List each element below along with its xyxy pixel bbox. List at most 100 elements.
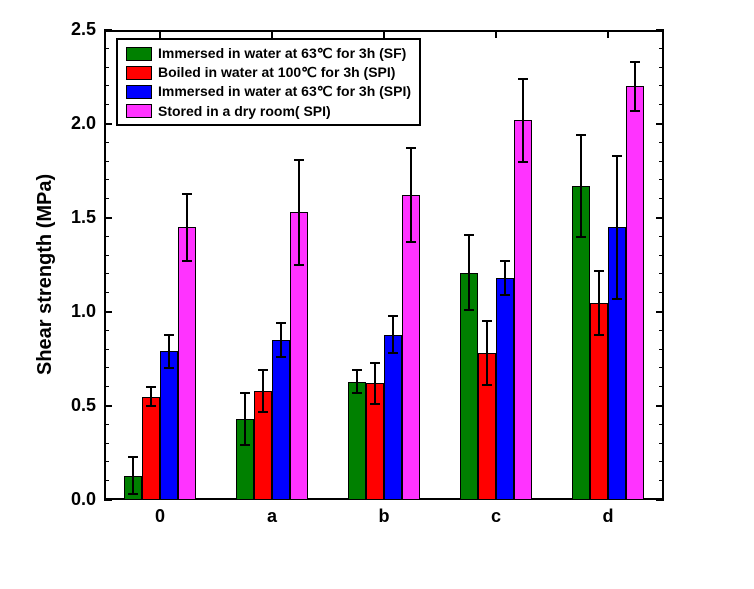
error-cap bbox=[164, 334, 174, 336]
y-tick-major bbox=[656, 217, 664, 219]
error-cap bbox=[146, 405, 156, 407]
error-bar bbox=[392, 316, 394, 354]
y-tick-label: 0.0 bbox=[71, 489, 96, 510]
y-tick-major bbox=[104, 405, 112, 407]
error-cap bbox=[388, 315, 398, 317]
error-cap bbox=[500, 260, 510, 262]
x-tick bbox=[607, 30, 609, 38]
error-cap bbox=[258, 369, 268, 371]
y-tick-minor bbox=[659, 161, 664, 162]
error-cap bbox=[406, 147, 416, 149]
y-tick-label: 1.5 bbox=[71, 207, 96, 228]
error-bar bbox=[486, 321, 488, 385]
x-tick bbox=[495, 30, 497, 38]
y-tick-minor bbox=[104, 104, 109, 105]
error-bar bbox=[580, 135, 582, 237]
error-cap bbox=[630, 110, 640, 112]
bar bbox=[160, 351, 178, 500]
error-bar bbox=[598, 271, 600, 335]
bar bbox=[348, 382, 366, 500]
x-tick bbox=[495, 492, 497, 500]
legend-swatch bbox=[126, 47, 152, 61]
legend-item: Immersed in water at 63℃ for 3h (SPI) bbox=[126, 82, 411, 101]
y-tick-minor bbox=[104, 67, 109, 68]
x-tick bbox=[607, 492, 609, 500]
error-bar bbox=[616, 156, 618, 299]
y-tick-minor bbox=[104, 48, 109, 49]
error-cap bbox=[594, 334, 604, 336]
y-tick-minor bbox=[104, 161, 109, 162]
error-bar bbox=[132, 457, 134, 495]
y-tick-minor bbox=[104, 255, 109, 256]
y-tick-minor bbox=[104, 198, 109, 199]
x-tick bbox=[159, 30, 161, 38]
y-tick-minor bbox=[104, 424, 109, 425]
error-cap bbox=[630, 61, 640, 63]
error-bar bbox=[504, 261, 506, 295]
y-tick-minor bbox=[659, 236, 664, 237]
error-cap bbox=[352, 392, 362, 394]
error-cap bbox=[500, 294, 510, 296]
error-cap bbox=[164, 367, 174, 369]
y-tick-major bbox=[656, 123, 664, 125]
right-axis bbox=[662, 30, 664, 500]
bar bbox=[514, 120, 532, 500]
error-cap bbox=[464, 234, 474, 236]
y-tick-minor bbox=[104, 142, 109, 143]
error-cap bbox=[352, 369, 362, 371]
error-bar bbox=[262, 370, 264, 411]
legend-label: Immersed in water at 63℃ for 3h (SPI) bbox=[158, 83, 411, 100]
y-tick-minor bbox=[659, 330, 664, 331]
y-tick-minor bbox=[659, 367, 664, 368]
x-tick bbox=[271, 492, 273, 500]
y-tick-minor bbox=[659, 67, 664, 68]
error-cap bbox=[128, 493, 138, 495]
y-tick-label: 2.5 bbox=[71, 19, 96, 40]
y-tick-minor bbox=[104, 292, 109, 293]
error-cap bbox=[576, 236, 586, 238]
error-cap bbox=[294, 159, 304, 161]
y-tick-minor bbox=[659, 104, 664, 105]
y-tick-minor bbox=[659, 142, 664, 143]
y-tick-minor bbox=[659, 255, 664, 256]
y-tick-label: 0.5 bbox=[71, 395, 96, 416]
y-tick-label: 2.0 bbox=[71, 113, 96, 134]
y-tick-major bbox=[656, 499, 664, 501]
error-bar bbox=[150, 387, 152, 406]
y-tick-label: 1.0 bbox=[71, 301, 96, 322]
y-tick-major bbox=[104, 217, 112, 219]
error-cap bbox=[370, 403, 380, 405]
x-tick-label: b bbox=[364, 506, 404, 527]
error-cap bbox=[182, 260, 192, 262]
y-tick-major bbox=[656, 405, 664, 407]
bar bbox=[496, 278, 514, 500]
y-tick-minor bbox=[104, 85, 109, 86]
y-tick-minor bbox=[659, 198, 664, 199]
error-cap bbox=[482, 384, 492, 386]
error-cap bbox=[258, 411, 268, 413]
y-tick-minor bbox=[659, 85, 664, 86]
error-cap bbox=[576, 134, 586, 136]
error-bar bbox=[244, 393, 246, 446]
error-bar bbox=[298, 160, 300, 265]
legend-swatch bbox=[126, 104, 152, 118]
error-cap bbox=[612, 155, 622, 157]
y-tick-minor bbox=[659, 292, 664, 293]
y-tick-minor bbox=[104, 273, 109, 274]
error-cap bbox=[482, 320, 492, 322]
error-cap bbox=[612, 298, 622, 300]
x-tick bbox=[383, 30, 385, 38]
bar bbox=[142, 397, 160, 500]
error-bar bbox=[634, 62, 636, 111]
legend-label: Boiled in water at 100℃ for 3h (SPI) bbox=[158, 64, 395, 81]
y-tick-major bbox=[104, 311, 112, 313]
y-tick-minor bbox=[659, 461, 664, 462]
y-tick-minor bbox=[659, 424, 664, 425]
legend-swatch bbox=[126, 66, 152, 80]
x-tick-label: c bbox=[476, 506, 516, 527]
error-bar bbox=[186, 194, 188, 262]
y-tick-minor bbox=[104, 480, 109, 481]
error-bar bbox=[356, 370, 358, 393]
error-cap bbox=[406, 241, 416, 243]
chart-container: 0.00.51.01.52.02.5Shear strength (MPa)0a… bbox=[0, 0, 754, 589]
